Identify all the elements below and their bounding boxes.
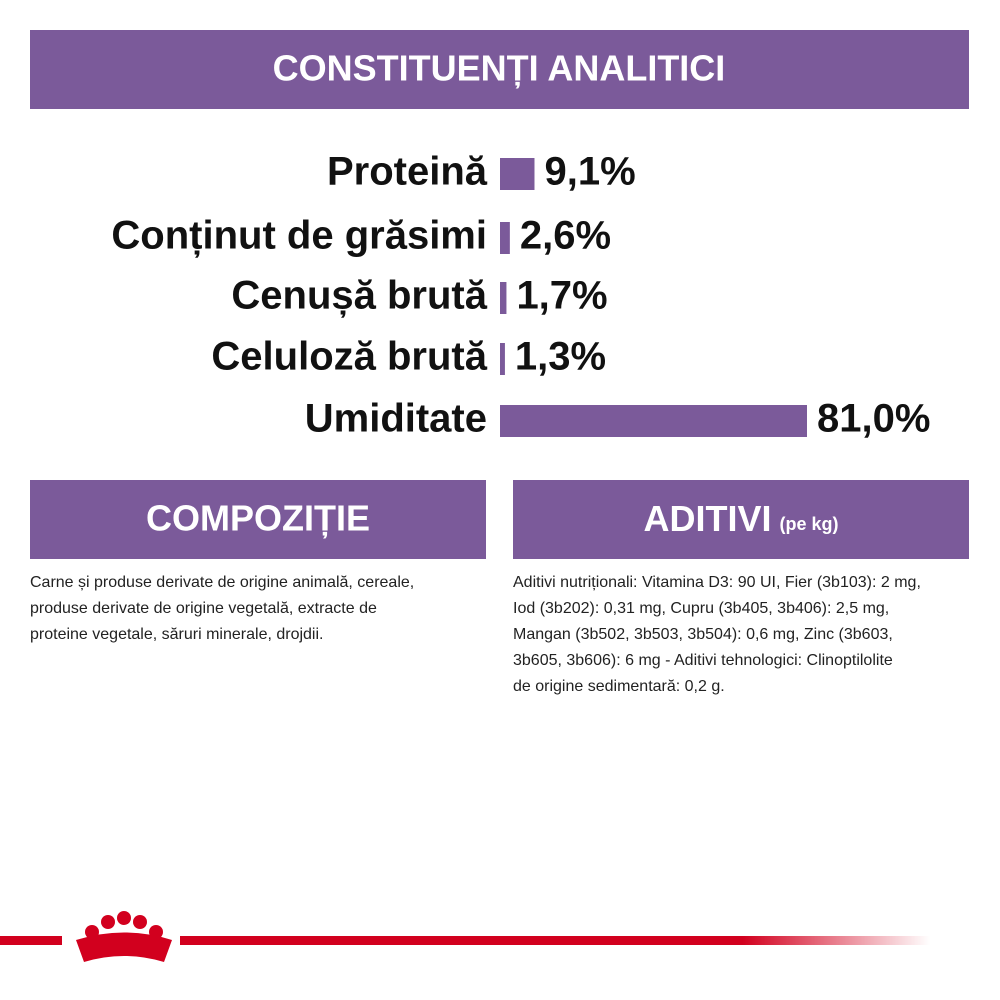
category-label: Proteină bbox=[327, 150, 488, 194]
additives-heading: ADITIVI (pe kg) bbox=[643, 498, 838, 539]
title-banner bbox=[30, 30, 969, 109]
bar bbox=[500, 343, 505, 375]
footer-line bbox=[180, 936, 930, 945]
category-label: Umiditate bbox=[305, 397, 487, 441]
crown-logo bbox=[76, 911, 172, 962]
composition-banner bbox=[30, 480, 486, 559]
composition-text: Carne și produse derivate de origine ani… bbox=[30, 574, 414, 591]
category-label: Celuloză brută bbox=[211, 335, 487, 379]
additives-subtitle: (pe kg) bbox=[780, 514, 839, 534]
bar bbox=[500, 158, 535, 190]
additives-banner bbox=[513, 480, 969, 559]
value-label: 2,6% bbox=[520, 214, 611, 258]
bar bbox=[500, 222, 510, 254]
additives-text: Iod (3b202): 0,31 mg, Cupru (3b405, 3b40… bbox=[513, 600, 889, 617]
value-label: 9,1% bbox=[544, 150, 635, 194]
value-label: 1,3% bbox=[515, 335, 606, 379]
additives-title: ADITIVI bbox=[643, 498, 771, 539]
additives-text: 3b605, 3b606): 6 mg - Aditivi tehnologic… bbox=[513, 652, 893, 669]
value-label: 81,0% bbox=[817, 397, 930, 441]
title: CONSTITUENȚI ANALITICI bbox=[273, 48, 726, 89]
value-label: 1,7% bbox=[516, 274, 607, 318]
category-label: Cenușă brută bbox=[231, 274, 487, 318]
additives-text: Mangan (3b502, 3b503, 3b504): 0,6 mg, Zi… bbox=[513, 626, 893, 643]
composition-text: proteine vegetale, săruri minerale, droj… bbox=[30, 626, 323, 643]
additives-text: de origine sedimentară: 0,2 g. bbox=[513, 678, 725, 695]
composition-text: produse derivate de origine vegetală, ex… bbox=[30, 600, 377, 617]
footer bbox=[0, 911, 930, 962]
additives-text: Aditivi nutriționali: Vitamina D3: 90 UI… bbox=[513, 574, 921, 591]
footer-line bbox=[0, 936, 62, 945]
bar bbox=[500, 405, 807, 437]
bar bbox=[500, 282, 507, 314]
composition-title: COMPOZIȚIE bbox=[146, 498, 370, 539]
category-label: Conținut de grăsimi bbox=[111, 214, 487, 258]
